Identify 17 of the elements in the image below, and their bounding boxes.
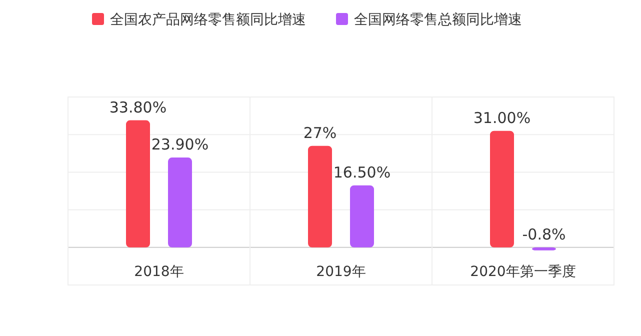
bar bbox=[168, 158, 192, 248]
bar bbox=[490, 130, 514, 248]
data-label: 23.90% bbox=[151, 136, 209, 154]
data-label: 27% bbox=[303, 124, 337, 142]
x-tick-label: 2020年第一季度 bbox=[470, 264, 576, 280]
bar bbox=[532, 247, 556, 250]
data-label: 31.00% bbox=[473, 108, 531, 127]
bar bbox=[126, 120, 150, 248]
bar bbox=[308, 146, 332, 248]
x-tick-label: 2019年 bbox=[316, 264, 366, 280]
data-label: 16.50% bbox=[333, 163, 391, 182]
bar bbox=[350, 185, 374, 248]
data-label: -0.8% bbox=[522, 225, 566, 244]
legend-label: 全国农产品网络零售额同比增速 bbox=[110, 12, 306, 28]
x-tick-label: 2018年 bbox=[134, 264, 184, 280]
data-label: 33.80% bbox=[109, 98, 167, 116]
legend-label: 全国网络零售总额同比增速 bbox=[354, 12, 522, 28]
